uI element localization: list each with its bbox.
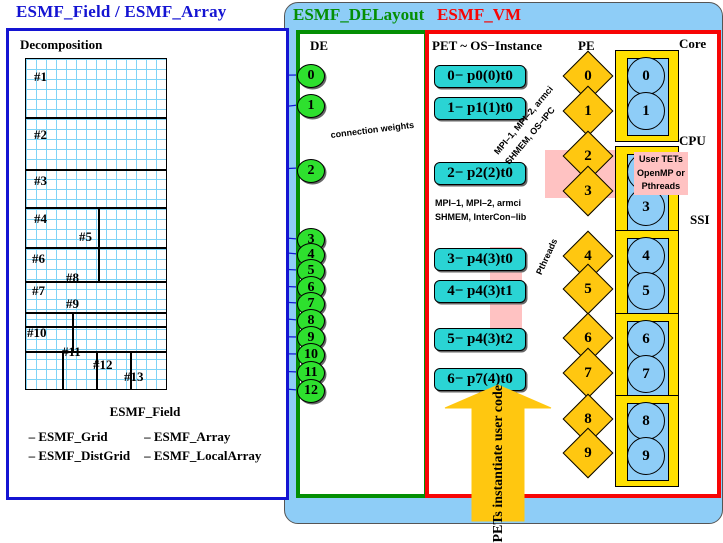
user-tets-note: User TETs OpenMP or Pthreads (634, 152, 688, 195)
pe-label-text: 9 (584, 444, 592, 461)
user-tets-line3: Pthreads (641, 181, 681, 191)
decomp-tag: #9 (66, 296, 79, 311)
decomp-tag: #5 (79, 229, 92, 244)
decomposition-label: Decomposition (20, 37, 103, 52)
instantiate-arrow-label: PETs instantiate user code (490, 385, 506, 543)
cpu-label: CPU (679, 133, 706, 148)
core-item[interactable]: 5 (627, 272, 665, 310)
pet-item[interactable]: 1− p1(1)t0 (434, 97, 526, 120)
core-item[interactable]: 0 (627, 57, 665, 95)
legend-item: – ESMF_Array (144, 429, 231, 444)
core-item[interactable]: 1 (627, 92, 665, 130)
vm-panel-title: ESMF_VM (437, 5, 522, 24)
instantiate-arrow-label-wrap: PETs instantiate user code (448, 385, 548, 543)
grid-mesh (26, 59, 166, 389)
de-node[interactable]: 1 (297, 94, 325, 118)
pet-item[interactable]: 4− p4(3)t1 (434, 280, 526, 303)
decomp-tag: #8 (66, 270, 79, 285)
legend-item: – ESMF_Grid (28, 429, 108, 444)
pe-label-text: 5 (584, 280, 592, 297)
pet-column-label: PET ~ OS−Instance (432, 38, 543, 53)
interconnect-mid-line2: SHMEM, InterCon−lib (435, 212, 527, 222)
pe-label-text: 3 (584, 182, 592, 199)
field-legend: ESMF_Field – ESMF_Grid – ESMF_DistGrid –… (10, 404, 280, 466)
core-column-label: Core (679, 36, 707, 51)
decomp-tag: #1 (34, 69, 47, 84)
pe-column-label: PE (578, 38, 595, 53)
decomp-tag: #4 (34, 211, 47, 226)
decomp-tag: #11 (62, 344, 81, 359)
field-legend-col1: – ESMF_Grid – ESMF_DistGrid (29, 428, 130, 466)
core-item[interactable]: 9 (627, 437, 665, 475)
decomposition-grid: #1 #2 #3 #4 #5 #6 #7 #8 #9 #10 #11 #12 #… (25, 58, 167, 390)
de-column-label: DE (310, 38, 329, 53)
pet-item[interactable]: 6− p7(4)t0 (434, 368, 526, 391)
de-node[interactable]: 12 (297, 379, 325, 403)
decomp-tag: #13 (124, 369, 144, 384)
interconnect-mid-line1: MPI–1, MPI–2, armci (435, 198, 522, 208)
pe-label-text: 1 (584, 102, 592, 119)
user-tets-line1: User TETs (638, 154, 683, 164)
decomp-tag: #10 (27, 325, 47, 340)
core-item[interactable]: 7 (627, 355, 665, 393)
pet-item[interactable]: 0− p0(0)t0 (434, 65, 526, 88)
legend-item: – ESMF_DistGrid (28, 447, 131, 463)
de-node[interactable]: 0 (297, 64, 325, 88)
field-panel-title: ESMF_Field / ESMF_Array (16, 2, 227, 21)
field-legend-col2: – ESMF_Array – ESMF_LocalArray (144, 428, 261, 466)
pet-item[interactable]: 2− p2(2)t0 (434, 162, 526, 185)
user-tets-line2: OpenMP or (637, 167, 685, 178)
legend-item: – ESMF_LocalArray (144, 447, 262, 463)
pet-item[interactable]: 3− p4(3)t0 (434, 248, 526, 271)
decomp-tag: #12 (93, 357, 113, 372)
pe-label-text: 7 (584, 364, 592, 381)
decomp-tag: #3 (34, 173, 47, 188)
decomp-tag: #6 (32, 251, 45, 266)
decomp-tag: #2 (34, 127, 47, 142)
de-node[interactable]: 2 (297, 159, 325, 183)
ssi-label: SSI (690, 212, 710, 227)
decomp-tag: #7 (32, 283, 45, 298)
pet-item[interactable]: 5− p4(3)t2 (434, 328, 526, 351)
delayout-panel-title: ESMF_DELayout (293, 5, 425, 24)
field-legend-title: ESMF_Field (109, 404, 181, 419)
core-item[interactable]: 6 (627, 320, 665, 358)
